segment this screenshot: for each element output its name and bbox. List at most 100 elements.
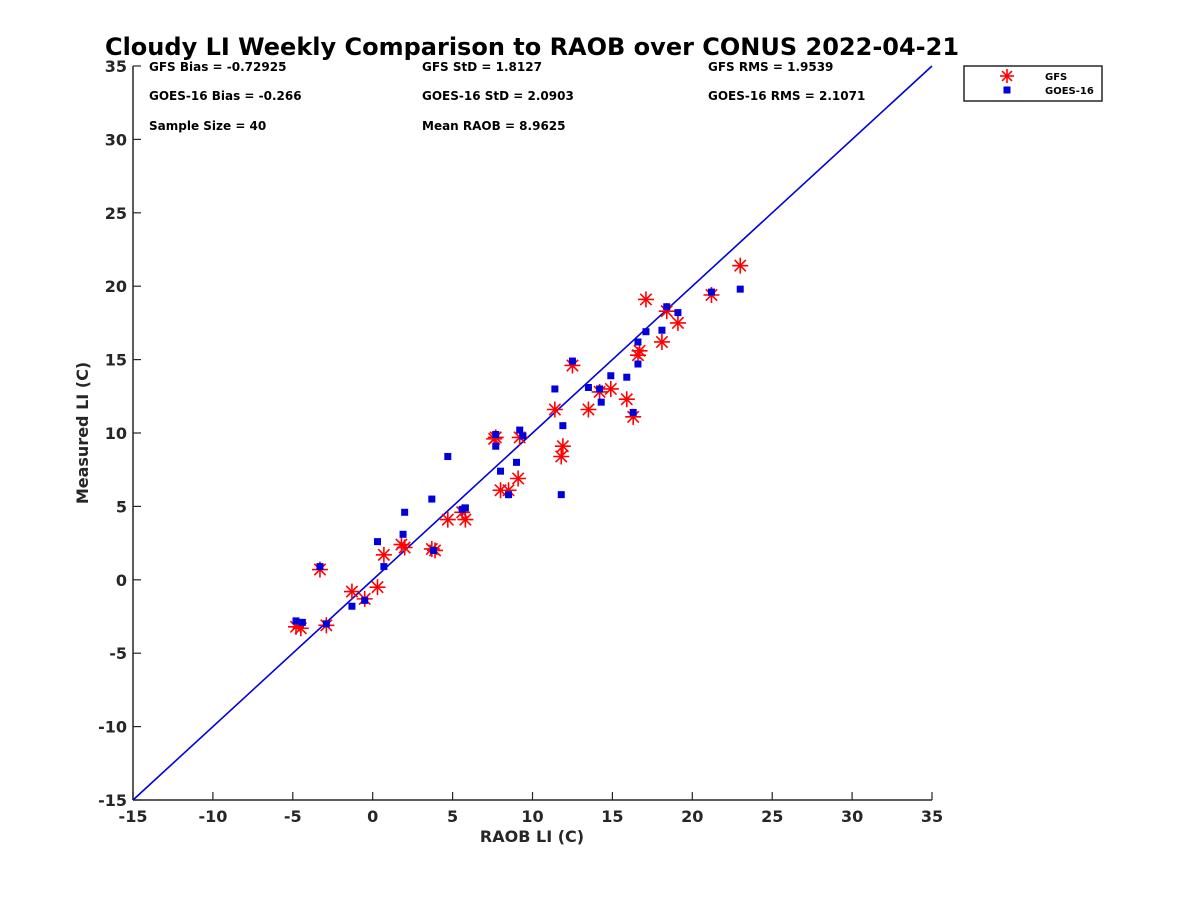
goes16-point (513, 458, 521, 466)
gfs-point (546, 401, 563, 418)
gfs-point (343, 583, 360, 600)
goes16-point (401, 508, 409, 516)
goes16-point (596, 385, 604, 393)
goes16-point (519, 432, 527, 440)
gfs-point (580, 401, 597, 418)
goes16-point (629, 408, 637, 416)
gfs-point (396, 539, 413, 556)
gfs-point (554, 438, 571, 455)
goes16-point (559, 422, 567, 430)
goes16-point (551, 385, 559, 393)
legend-label: GFS (1045, 72, 1067, 83)
goes16-point (736, 285, 744, 293)
legend-label: GOES-16 (1045, 86, 1094, 97)
x-tick-label: 35 (921, 807, 943, 826)
x-tick-label: 30 (841, 807, 863, 826)
x-tick-label: 5 (447, 807, 458, 826)
gfs-point (439, 511, 456, 528)
y-tick-label: 25 (105, 204, 127, 223)
x-tick-label: -10 (198, 807, 227, 826)
goes16-point (373, 538, 381, 546)
y-tick-label: 10 (105, 424, 127, 443)
legend-goes16-marker (1003, 86, 1011, 94)
stat-text: GFS Bias = -0.72925 (149, 60, 286, 74)
goes16-point (399, 530, 407, 538)
goes16-point (707, 288, 715, 296)
x-axis-label: RAOB LI (C) (480, 827, 584, 846)
one-to-one-line (132, 65, 933, 801)
stat-text: GFS RMS = 1.9539 (708, 60, 833, 74)
gfs-point (553, 448, 570, 465)
goes16-point (584, 383, 592, 391)
gfs-point (732, 257, 749, 274)
goes16-point (674, 309, 682, 317)
goes16-point (292, 617, 300, 625)
goes16-point (444, 452, 452, 460)
y-tick-label: 30 (105, 130, 127, 149)
goes16-point (461, 504, 469, 512)
stat-text: GOES-16 RMS = 2.1071 (708, 89, 865, 103)
y-tick-label: 15 (105, 351, 127, 370)
y-tick-label: 0 (116, 571, 127, 590)
gfs-point (637, 291, 654, 308)
goes16-point (322, 620, 330, 628)
stat-text: GOES-16 Bias = -0.266 (149, 89, 302, 103)
gfs-point (618, 391, 635, 408)
x-tick-label: -5 (284, 807, 302, 826)
goes16-point (658, 326, 666, 334)
y-tick-label: -10 (98, 718, 127, 737)
goes16-point (492, 442, 500, 450)
gfs-point (631, 342, 648, 359)
goes16-point (634, 360, 642, 368)
goes16-point (492, 430, 500, 438)
gfs-point (457, 511, 474, 528)
y-tick-label: 20 (105, 277, 127, 296)
goes16-point (597, 398, 605, 406)
legend-gfs-marker (1000, 69, 1014, 83)
gfs-point (375, 546, 392, 563)
gfs-point (564, 357, 581, 374)
goes16-point (316, 563, 324, 571)
goes16-point (642, 328, 650, 336)
stat-text: Sample Size = 40 (149, 119, 266, 133)
goes16-point (634, 338, 642, 346)
goes16-point (557, 491, 565, 499)
x-tick-label: 10 (521, 807, 543, 826)
x-tick-label: 25 (761, 807, 783, 826)
goes16-point (428, 495, 436, 503)
statistics-block: GFS Bias = -0.72925 GFS StD = 1.8127 GFS R… (149, 60, 865, 133)
goes16-point (429, 546, 437, 554)
gfs-point (510, 470, 527, 487)
legend: GFS GOES-16 (963, 65, 1103, 102)
goes16-point (298, 618, 306, 626)
goes16-point (568, 357, 576, 365)
gfs-point (369, 579, 386, 596)
gfs-point (653, 333, 670, 350)
x-tick-label: -15 (119, 807, 148, 826)
x-tick-label: 0 (367, 807, 378, 826)
x-tick-label: 15 (601, 807, 623, 826)
gfs-point (669, 314, 686, 331)
stat-text: GOES-16 StD = 2.0903 (422, 89, 574, 103)
goes16-point (361, 596, 369, 604)
chart-title: Cloudy LI Weekly Comparison to RAOB over… (105, 33, 959, 61)
goes16-point (505, 491, 513, 499)
y-tick-label: 35 (105, 57, 127, 76)
goes16-point (516, 426, 524, 434)
goes16-point (607, 372, 615, 380)
legend-box (963, 65, 1103, 102)
goes16-point (348, 602, 356, 610)
y-axis-label: Measured LI (C) (73, 362, 92, 504)
gfs-point (602, 380, 619, 397)
goes16-point (497, 467, 505, 475)
goes16-point (663, 303, 671, 311)
stat-text: Mean RAOB = 8.9625 (422, 119, 566, 133)
y-tick-label: -5 (109, 644, 127, 663)
x-ticks: -15 -10 -5 0 5 10 15 20 25 30 35 (119, 792, 943, 826)
y-tick-label: 5 (116, 497, 127, 516)
goes16-point (380, 563, 388, 571)
data-points (287, 257, 749, 637)
y-tick-label: -15 (98, 791, 127, 810)
y-ticks: -15 -10 -5 0 5 10 15 20 25 30 35 (98, 57, 141, 810)
